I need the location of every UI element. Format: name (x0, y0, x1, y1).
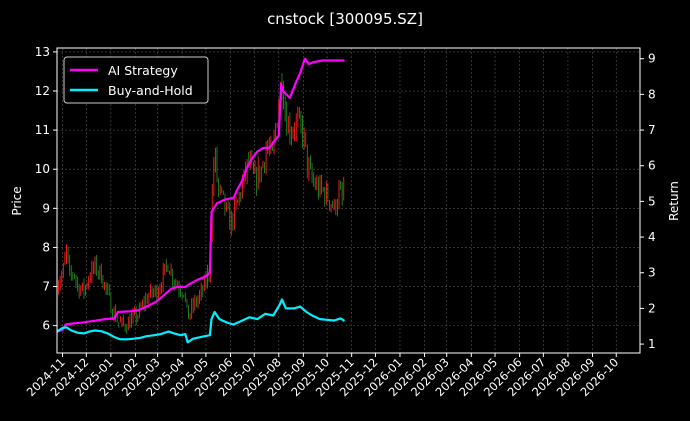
y-left-tick-label: 9 (42, 201, 50, 215)
y-right-tick-label: 9 (648, 52, 656, 66)
legend-box (63, 56, 209, 104)
y-left-tick-label: 12 (35, 84, 50, 98)
grid (57, 48, 640, 353)
y-right-tick-label: 2 (648, 301, 656, 315)
y-left-tick-label: 11 (35, 123, 50, 137)
legend-label-ai-strategy: AI Strategy (108, 63, 178, 78)
y-right-tick-label: 7 (648, 123, 656, 137)
y-left-tick-label: 8 (42, 240, 50, 254)
chart-title: cnstock [300095.SZ] (267, 10, 423, 28)
y-right-tick-label: 5 (648, 194, 656, 208)
y-right-tick-label: 1 (648, 337, 656, 351)
y-axis-left-label: Price (10, 186, 24, 215)
series-lines (56, 57, 346, 344)
y-right-tick-label: 3 (648, 266, 656, 280)
legend: AI Strategy Buy-and-Hold (63, 56, 209, 104)
y-right-tick-label: 8 (648, 87, 656, 101)
y-left-tick-label: 13 (35, 45, 50, 59)
plot-frame (56, 47, 641, 354)
y-axis-right-label: Return (667, 181, 681, 221)
y-right-tick-label: 4 (648, 230, 656, 244)
y-left-tick-label: 7 (42, 280, 50, 294)
y-left-tick-label: 6 (42, 319, 50, 333)
y-left-tick-label: 10 (35, 162, 50, 176)
y-right-tick-label: 6 (648, 159, 656, 173)
legend-label-buy-and-hold: Buy-and-Hold (108, 83, 193, 98)
series-line-ai-strategy (56, 57, 345, 333)
series-line-buy-and-hold (56, 298, 346, 344)
